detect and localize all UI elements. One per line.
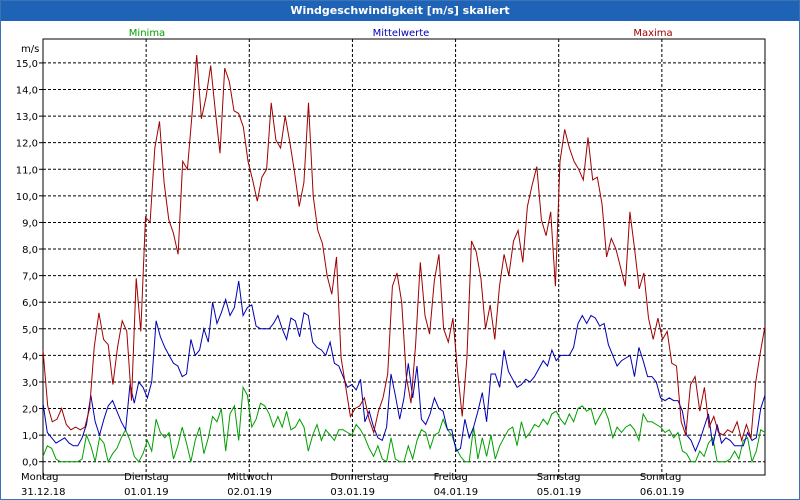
series-line-maxima — [42, 54, 766, 443]
y-tick-label: 10,0 — [16, 192, 38, 203]
y-tick-label: 7,0 — [22, 272, 38, 283]
series-line-minima — [42, 385, 766, 464]
x-tick-day: Mittwoch — [227, 472, 272, 483]
y-tick-label: 1,0 — [22, 431, 38, 442]
legend-maxima: Maxima — [633, 28, 672, 39]
y-tick-label: 12,0 — [16, 139, 38, 150]
x-tick-date: 04.01.19 — [434, 487, 479, 498]
window-title: Windgeschwindigkeit [m/s] skaliert — [1, 1, 799, 21]
x-tick-date: 31.12.18 — [21, 487, 66, 498]
y-tick-label: 11,0 — [16, 165, 38, 176]
x-tick-date: 06.01.19 — [640, 487, 685, 498]
legend: Minima Mittelwerte Maxima — [129, 28, 673, 39]
series-line-mittelwerte — [42, 280, 766, 453]
axes — [42, 38, 766, 476]
x-tick-labels: Montag 31.12.18 Dienstag 01.01.19 Mittwoch 02… — [21, 472, 684, 498]
x-tick-date: 05.01.19 — [537, 487, 582, 498]
x-tick-day: Dienstag — [124, 472, 169, 483]
y-tick-label: 4,0 — [22, 351, 38, 362]
data-series — [42, 54, 766, 464]
y-tick-label: 9,0 — [22, 218, 38, 229]
x-tick-day: Freitag — [434, 472, 468, 483]
y-tick-label: 8,0 — [22, 245, 38, 256]
chart-svg: 0,0 1,0 2,0 3,0 4,0 5,0 6,0 7,0 8,0 9,0 10,0 11,0 12… — [16, 28, 766, 498]
plot-area-frame — [42, 38, 766, 476]
x-tick-day: Sonntag — [640, 472, 682, 483]
y-tick-label: 3,0 — [22, 378, 38, 389]
y-tick-label: 5,0 — [22, 325, 38, 336]
y-tick-label: 14,0 — [16, 86, 38, 97]
y-tick-label: 6,0 — [22, 298, 38, 309]
y-axis-label: m/s — [21, 44, 39, 55]
legend-mittelwerte: Mittelwerte — [373, 28, 430, 39]
x-tick-date: 02.01.19 — [227, 487, 272, 498]
legend-minima: Minima — [129, 28, 165, 39]
y-tick-label: 15,0 — [16, 59, 38, 70]
x-tick-day: Samstag — [537, 472, 581, 483]
y-tick-label: 13,0 — [16, 112, 38, 123]
x-tick-day: Montag — [21, 472, 58, 483]
x-tick-day: Donnerstag — [330, 472, 388, 483]
y-tick-label: 0,0 — [22, 458, 38, 469]
grid-lines — [43, 39, 765, 475]
x-tick-date: 01.01.19 — [124, 487, 169, 498]
y-tick-label: 2,0 — [22, 405, 38, 416]
y-tick-labels: 0,0 1,0 2,0 3,0 4,0 5,0 6,0 7,0 8,0 9,0 10,0 11,0 12… — [16, 59, 43, 469]
x-tick-date: 03.01.19 — [330, 487, 375, 498]
